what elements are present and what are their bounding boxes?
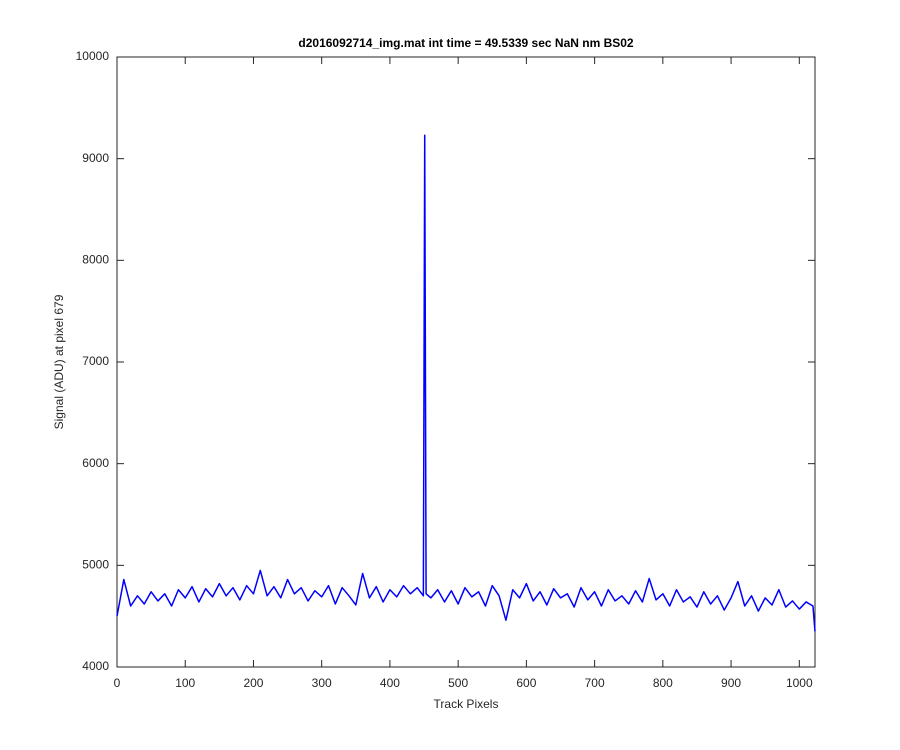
data-line — [116, 134, 816, 632]
y-axis-label: Signal (ADU) at pixel 679 — [52, 294, 66, 429]
y-tick-label: 7000 — [82, 354, 109, 368]
x-tick-label: 800 — [653, 676, 673, 690]
y-tick-label: 8000 — [82, 253, 109, 267]
x-tick-label: 300 — [312, 676, 332, 690]
chart-title: d2016092714_img.mat int time = 49.5339 s… — [298, 36, 634, 50]
y-tick-label: 9000 — [82, 151, 109, 165]
y-tick-label: 4000 — [82, 659, 109, 673]
x-tick-label: 700 — [585, 676, 605, 690]
x-tick-label: 400 — [380, 676, 400, 690]
x-tick-label: 900 — [721, 676, 741, 690]
x-tick-label: 100 — [175, 676, 195, 690]
x-tick-label: 200 — [243, 676, 263, 690]
x-axis-label: Track Pixels — [434, 697, 499, 711]
x-tick-label: 0 — [114, 676, 121, 690]
y-tick-label: 10000 — [76, 49, 110, 63]
y-tick-label: 5000 — [82, 558, 109, 572]
x-tick-label: 500 — [448, 676, 468, 690]
y-tick-label: 6000 — [82, 456, 109, 470]
x-tick-label: 1000 — [786, 676, 813, 690]
x-tick-label: 600 — [516, 676, 536, 690]
